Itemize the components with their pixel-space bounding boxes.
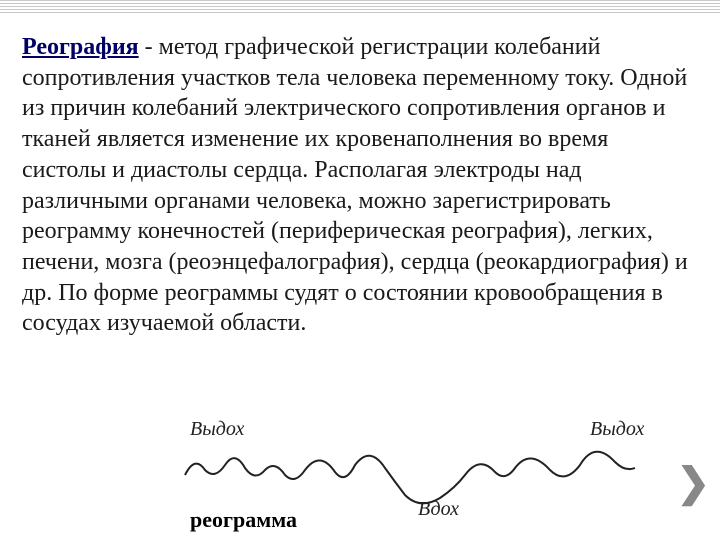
separator: - <box>139 34 159 60</box>
waveform-path <box>185 452 635 504</box>
graph-caption: реограмма <box>190 507 297 533</box>
decorative-stripes <box>0 0 720 14</box>
label-exhale-2: Выдох <box>590 418 644 441</box>
label-exhale-1: Выдох <box>190 418 244 441</box>
body-text: метод графической регистрации колебаний … <box>22 34 688 336</box>
term-heading: Реография <box>22 34 139 60</box>
label-inhale: Вдох <box>418 498 459 521</box>
waveform-svg <box>180 420 650 520</box>
slide-content: Реография - метод графической регистраци… <box>0 14 720 339</box>
paragraph: Реография - метод графической регистраци… <box>22 32 698 339</box>
chevron-right-icon[interactable]: ❯ <box>676 460 710 506</box>
